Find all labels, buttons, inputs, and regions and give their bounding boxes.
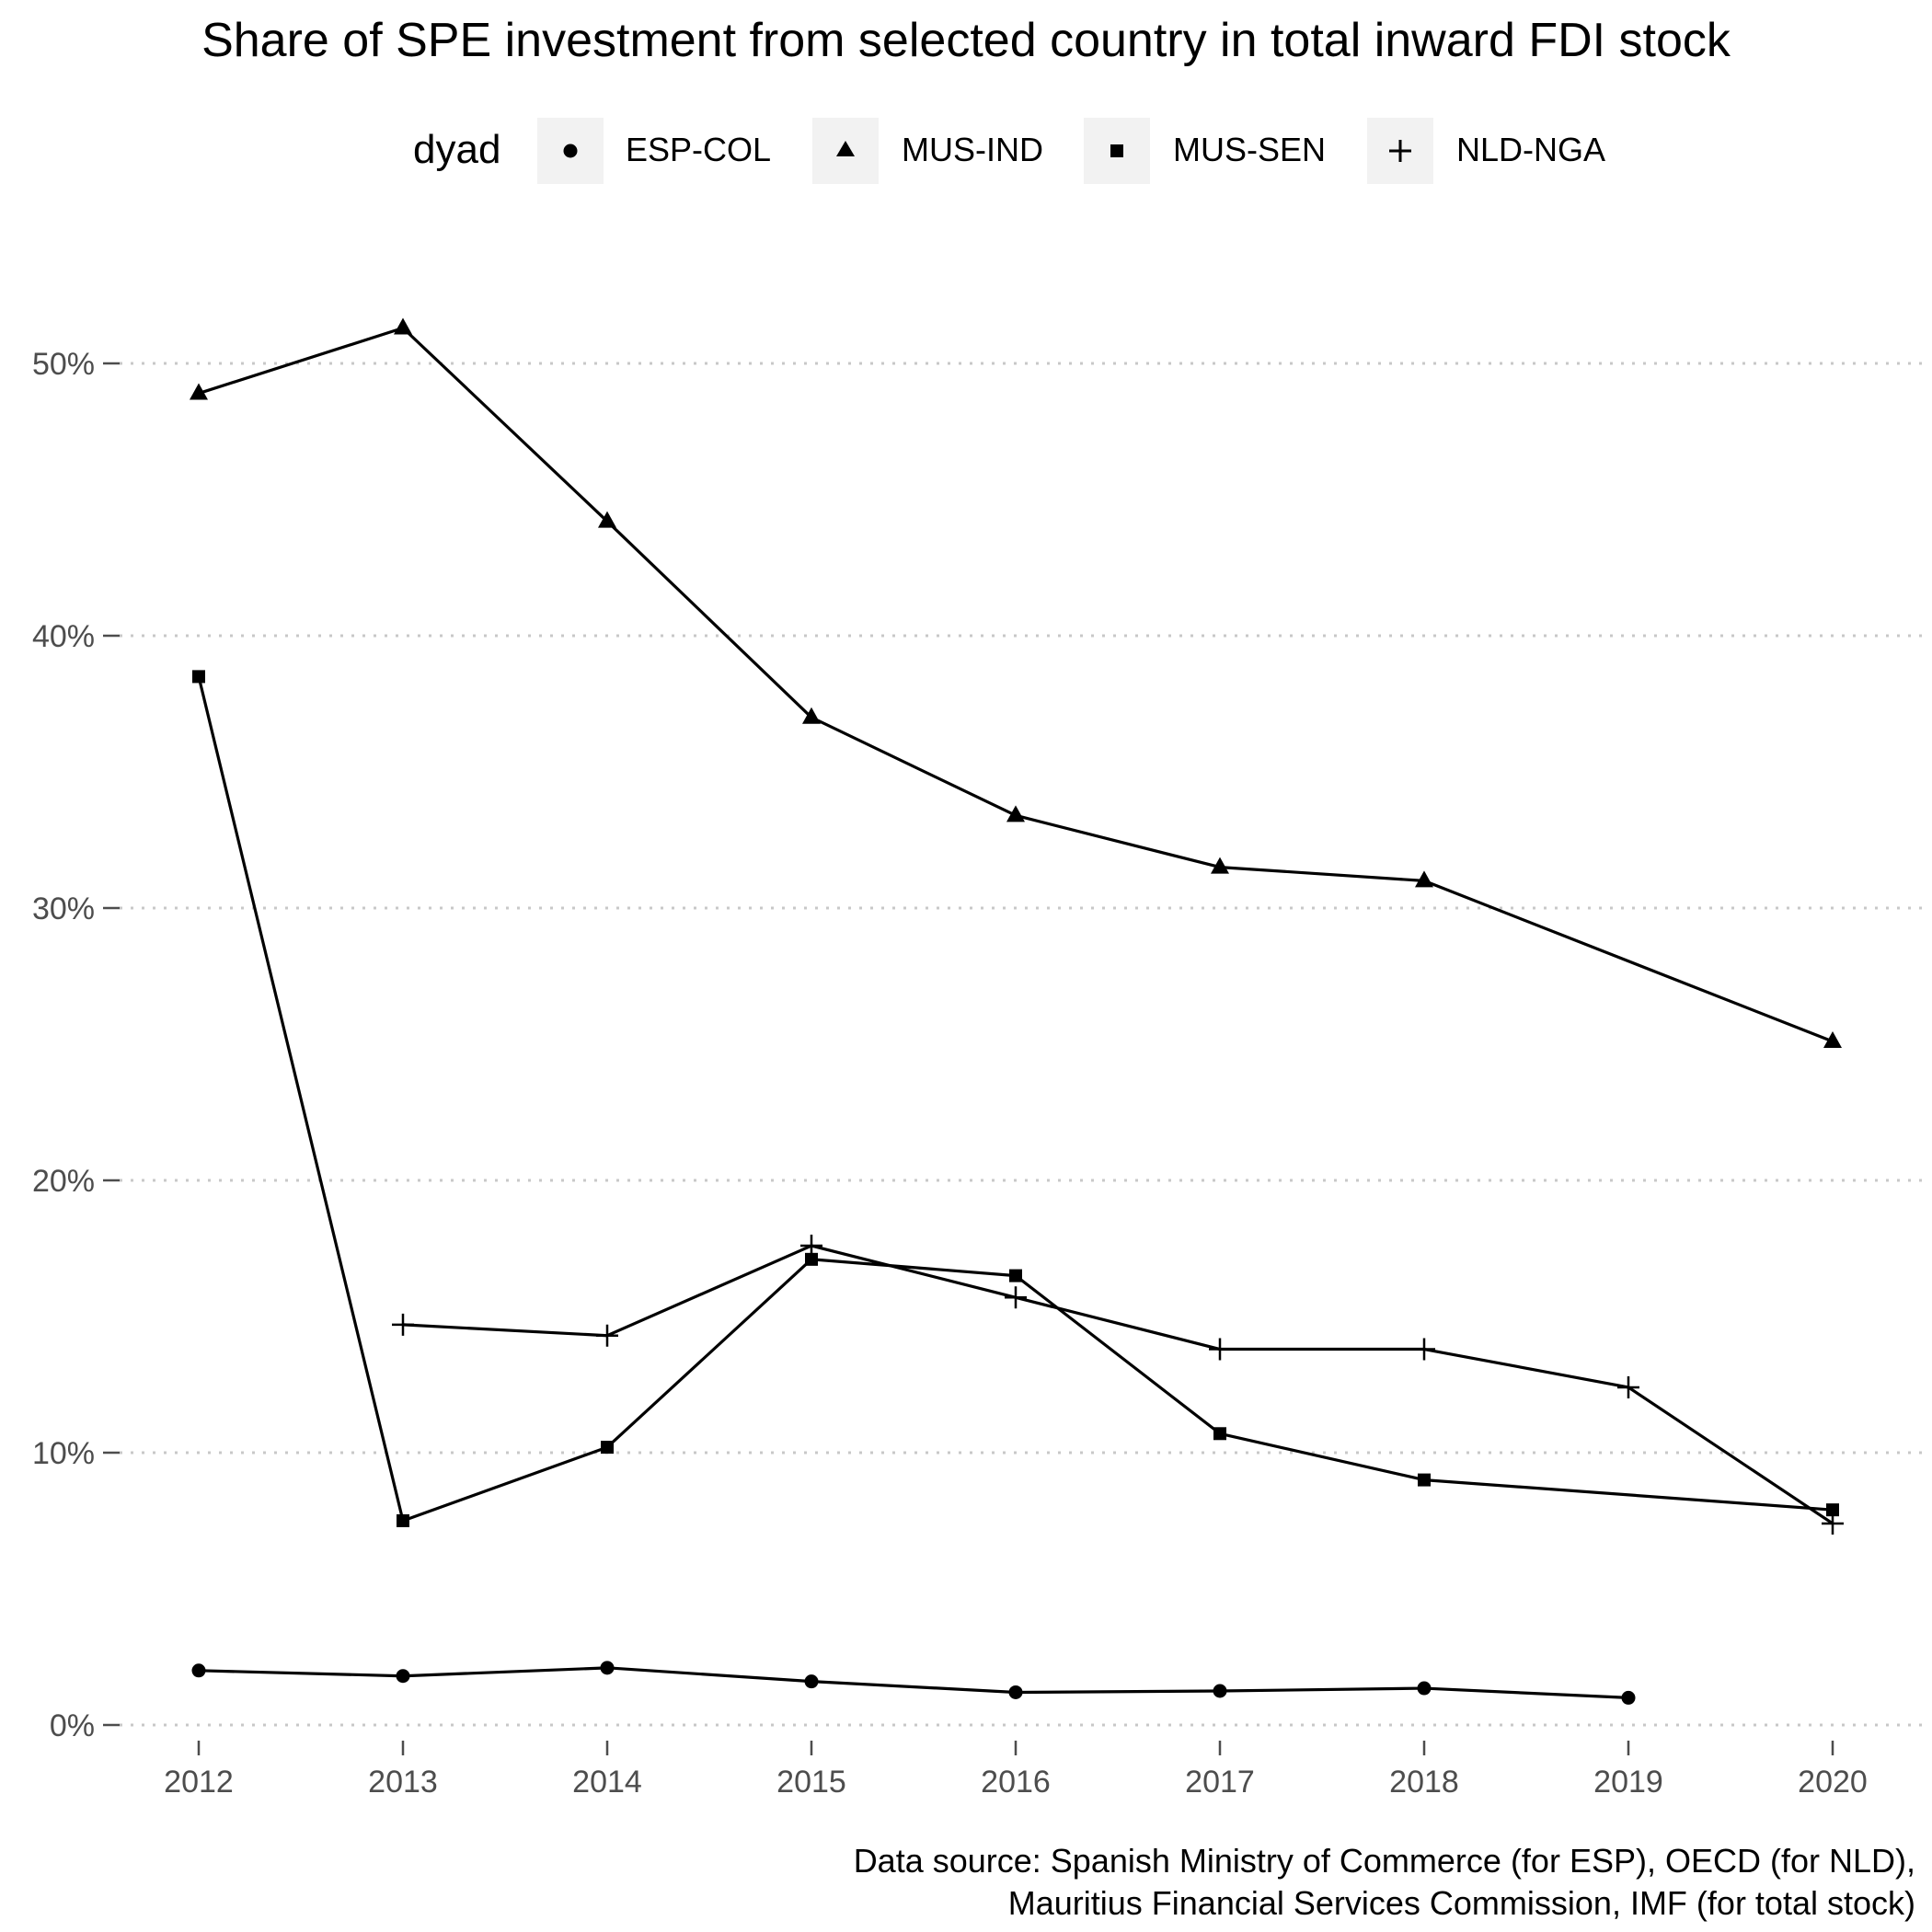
data-point-triangle <box>1823 1031 1842 1049</box>
data-point-triangle <box>598 511 616 528</box>
series-line-mus-ind <box>198 326 1834 1043</box>
x-tick-label: 2014 <box>572 1765 642 1800</box>
y-tick-label: 20% <box>32 1164 95 1199</box>
legend-label-esp-col: ESP-COL <box>626 131 772 168</box>
gridlines <box>120 362 1923 1727</box>
y-tick-label: 40% <box>32 619 95 654</box>
x-tick-label: 2012 <box>164 1765 234 1800</box>
data-point-triangle <box>190 383 208 400</box>
data-point-plus <box>392 1313 414 1336</box>
x-axis: 2012 2013 2014 2015 2016 2017 2018 2019 2020 <box>164 1741 1868 1800</box>
legend-label-nld-nga: NLD-NGA <box>1456 131 1606 168</box>
triangle-marker-icon <box>836 141 855 156</box>
x-tick-label: 2015 <box>776 1765 846 1800</box>
x-tick-label: 2016 <box>981 1765 1051 1800</box>
data-point-plus <box>1209 1338 1231 1361</box>
x-tick-label: 2017 <box>1185 1765 1255 1800</box>
data-point-square <box>1009 1269 1022 1282</box>
series-layer <box>190 317 1844 1705</box>
caption: Data source: Spanish Ministry of Commerc… <box>854 1840 1915 1925</box>
x-tick-label: 2020 <box>1798 1765 1868 1800</box>
data-point-circle <box>191 1663 206 1678</box>
square-marker-icon <box>1110 144 1123 157</box>
data-point-triangle <box>394 317 412 335</box>
data-point-square <box>192 670 205 684</box>
data-point-circle <box>1008 1685 1023 1699</box>
legend-title: dyad <box>413 127 501 172</box>
data-point-square <box>1418 1473 1431 1487</box>
plus-marker-icon <box>1389 140 1411 162</box>
data-point-square <box>805 1252 818 1266</box>
caption-line-2: Mauritius Financial Services Commission,… <box>1007 1884 1915 1922</box>
chart-title: Share of SPE investment from selected co… <box>201 14 1731 67</box>
series-mus-ind <box>190 317 1842 1049</box>
data-point-triangle <box>1006 805 1025 822</box>
data-point-circle <box>1417 1681 1432 1696</box>
data-point-circle <box>1621 1690 1636 1705</box>
y-axis: 0% 10% 20% 30% 40% 50% <box>32 347 120 1743</box>
data-point-square <box>397 1514 409 1527</box>
data-point-plus <box>1005 1286 1027 1309</box>
y-tick-label: 0% <box>50 1708 95 1743</box>
series-mus-sen <box>192 670 1839 1527</box>
data-point-triangle <box>802 707 821 724</box>
data-point-circle <box>600 1661 615 1675</box>
caption-line-1: Data source: Spanish Ministry of Commerc… <box>853 1842 1915 1880</box>
data-point-circle <box>804 1674 819 1689</box>
circle-marker-icon <box>563 144 578 158</box>
legend-label-mus-ind: MUS-IND <box>902 131 1043 168</box>
data-point-plus <box>1413 1338 1435 1361</box>
series-line-mus-sen <box>197 676 1834 1523</box>
series-line-esp-col <box>198 1666 1629 1699</box>
data-point-plus <box>800 1235 822 1258</box>
legend-key-mus-ind <box>812 118 879 184</box>
y-tick-label: 10% <box>32 1436 95 1471</box>
data-point-square <box>1213 1427 1226 1441</box>
legend-key-mus-sen <box>1084 118 1150 184</box>
series-line-nld-nga <box>402 1244 1834 1525</box>
legend-key-esp-col <box>537 118 604 184</box>
plot-area: 0%10%20%30%40%50% 2012 2013 2014 2015 2016 20… <box>32 317 1923 1800</box>
data-point-square <box>1826 1503 1839 1517</box>
data-point-circle <box>1213 1684 1227 1698</box>
y-tick-label: 50% <box>32 347 95 382</box>
y-tick-label: 30% <box>32 891 95 926</box>
x-tick-label: 2018 <box>1389 1765 1459 1800</box>
series-nld-nga <box>392 1235 1844 1535</box>
legend-label-mus-sen: MUS-SEN <box>1173 131 1327 168</box>
data-point-plus <box>1822 1512 1844 1535</box>
legend: dyad ESP-COL MUS-IND MUS-SEN NLD-NGA <box>0 118 1932 188</box>
legend-key-nld-nga <box>1367 118 1433 184</box>
x-tick-label: 2019 <box>1593 1765 1663 1800</box>
x-tick-label: 2013 <box>368 1765 438 1800</box>
data-point-square <box>601 1441 614 1455</box>
data-point-plus <box>596 1324 618 1347</box>
data-point-triangle <box>1415 870 1433 888</box>
data-point-circle <box>396 1669 410 1684</box>
data-point-plus <box>1617 1375 1639 1398</box>
series-esp-col <box>191 1661 1636 1705</box>
data-point-triangle <box>1211 857 1229 874</box>
